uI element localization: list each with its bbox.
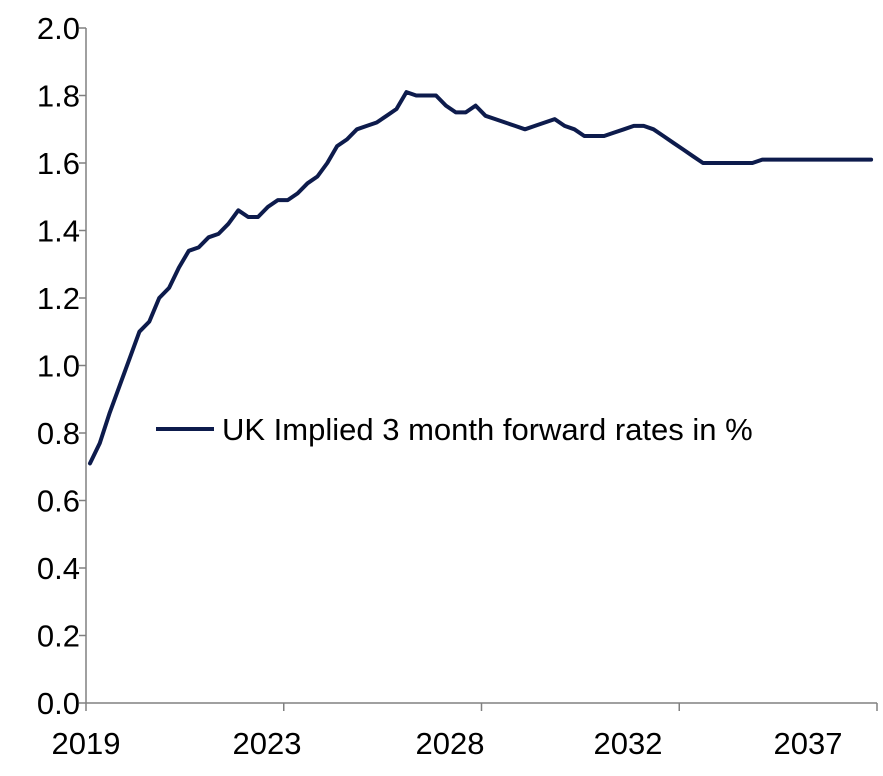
y-tick-label: 1.0 (37, 349, 80, 384)
y-tick-label: 2.0 (37, 11, 80, 46)
x-tick-label: 2028 (416, 726, 485, 761)
legend: UK Implied 3 month forward rates in % (156, 412, 753, 447)
x-tick-label: 2037 (774, 726, 843, 761)
axes (85, 28, 877, 704)
y-tick-label: 1.8 (37, 79, 80, 114)
legend-label-uk-forward-rates: UK Implied 3 month forward rates in % (222, 412, 753, 447)
y-tick-label: 0.4 (37, 551, 80, 586)
x-tick-label: 2023 (233, 726, 302, 761)
y-tick-label: 0.6 (37, 484, 80, 519)
y-tick-label: 1.6 (37, 146, 80, 181)
x-tick-label: 2019 (52, 726, 121, 761)
y-tick-label: 0.8 (37, 416, 80, 451)
x-tick-label: 2032 (594, 726, 663, 761)
y-tick-label: 0.0 (37, 686, 80, 721)
y-tick-label: 1.4 (37, 214, 80, 249)
y-axis-ticks: 0.0 0.2 0.4 0.6 0.8 1.0 1.2 1.4 1.6 1.8 2.0 (37, 11, 86, 721)
series-line-uk-forward-rates (88, 90, 874, 466)
y-tick-label: 1.2 (37, 281, 80, 316)
x-axis-ticks: 2019 2023 2028 2032 2037 (52, 703, 878, 761)
y-tick-label: 0.2 (37, 619, 80, 654)
series-group (88, 90, 874, 466)
